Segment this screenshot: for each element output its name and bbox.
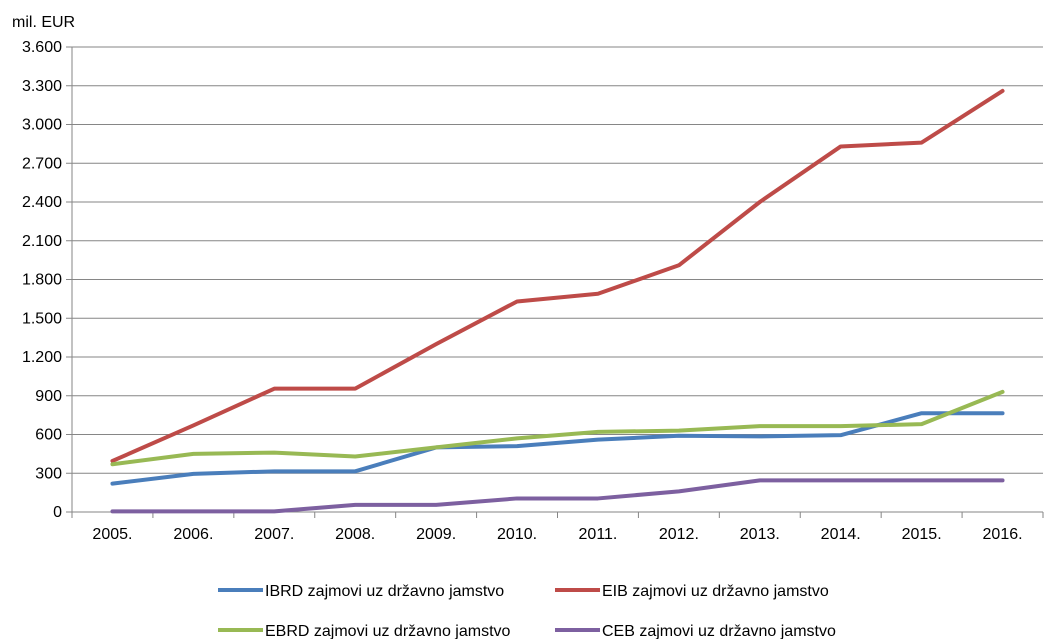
legend-label: CEB zajmovi uz državno jamstvo [602,623,836,639]
gridlines [66,46,1043,513]
x-tick-label: 2012. [659,526,699,543]
x-axis: 2005. 2006. 2007. 2008. 2009. 2010. 2011. 2012.… [71,511,1044,543]
series-lines [110,88,1005,514]
x-tick-label: 2005. [92,526,132,543]
x-tick-label: 2008. [335,526,375,543]
legend-label: EBRD zajmovi uz državno jamstvo [265,623,511,639]
x-tick-label: 2016. [983,526,1023,543]
y-tick-label: 1.800 [22,272,62,289]
y-tick-label: 1.500 [22,310,62,327]
y-tick-label: 600 [35,427,62,444]
y-axis-unit-label: mil. EUR [12,14,75,31]
series-line-4 [110,478,1005,514]
series-line-1 [110,411,1005,486]
y-tick-label: 2.400 [22,194,62,211]
y-tick-label: 900 [35,388,62,405]
series-line-3 [110,389,1005,467]
x-tick-label: 2011. [579,526,618,543]
x-tick-label: 2007. [254,526,294,543]
y-tick-label: 3.300 [22,78,62,95]
y-tick-label: 0 [53,504,62,521]
x-tick-label: 2014. [821,526,861,543]
y-tick-label: 3.000 [22,117,62,134]
x-tick-label: 2013. [740,526,780,543]
legend: IBRD zajmovi uz državno jamstvo EIB zajmo… [218,583,836,639]
x-tick-label: 2006. [173,526,213,543]
y-tick-label: 300 [35,465,62,482]
legend-label: EIB zajmovi uz državno jamstvo [602,583,829,600]
y-tick-label: 3.600 [22,39,62,56]
y-tick-label: 1.200 [22,349,62,366]
x-tick-label: 2009. [416,526,456,543]
y-tick-label: 2.100 [22,233,62,250]
y-axis-tick-labels: 0 300 600 900 1.200 1.500 1.800 2.100 2.400 2.700… [22,39,62,521]
series-line-2 [110,88,1005,463]
y-tick-label: 2.700 [22,155,62,172]
x-tick-label: 2015. [902,526,942,543]
legend-label: IBRD zajmovi uz državno jamstvo [265,583,504,600]
x-tick-label: 2010. [497,526,537,543]
